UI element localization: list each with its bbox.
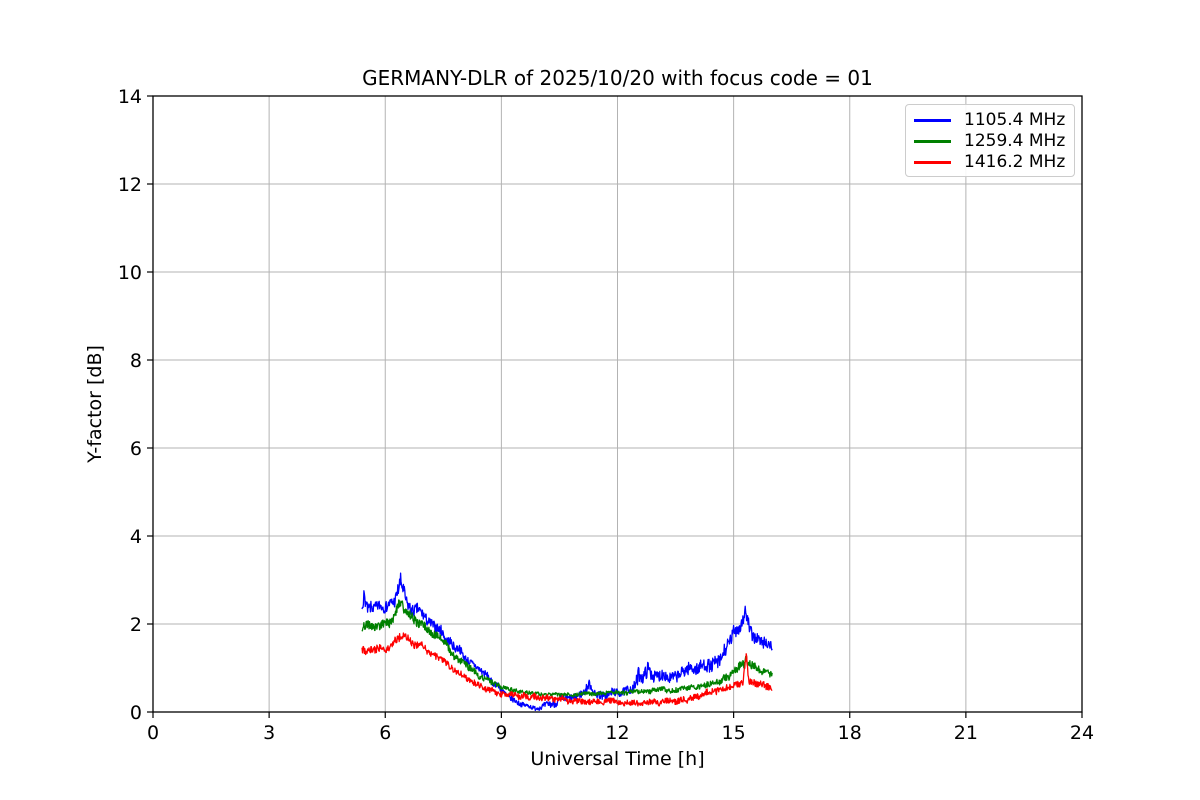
y-tick-label: 4 — [130, 526, 142, 548]
legend-label: 1259.4 MHz — [964, 131, 1066, 151]
series-line-1105-4-mhz — [361, 572, 773, 712]
series-line-1259-4-mhz — [361, 599, 773, 698]
legend-line-sample-icon — [914, 119, 951, 122]
x-tick-label: 24 — [1070, 722, 1094, 744]
legend-item: 1259.4 MHz — [906, 131, 1074, 152]
y-tick-label: 12 — [118, 174, 142, 196]
x-tick-label: 12 — [605, 722, 629, 744]
x-axis-label: Universal Time [h] — [530, 748, 705, 770]
legend-item: 1416.2 MHz — [906, 152, 1074, 173]
series-line-1416-2-mhz — [361, 632, 773, 707]
legend-line-sample-icon — [914, 140, 951, 143]
y-tick-label: 14 — [118, 86, 142, 108]
y-tick-label: 10 — [118, 262, 142, 284]
legend-item: 1105.4 MHz — [906, 110, 1074, 131]
legend-line-sample-icon — [914, 161, 951, 164]
x-tick-label: 15 — [722, 722, 746, 744]
y-tick-label: 8 — [130, 350, 142, 372]
legend-label: 1105.4 MHz — [964, 110, 1066, 130]
chart-title: GERMANY-DLR of 2025/10/20 with focus cod… — [362, 66, 873, 90]
x-tick-label: 6 — [379, 722, 391, 744]
x-tick-label: 21 — [954, 722, 978, 744]
x-tick-label: 9 — [495, 722, 507, 744]
legend-label: 1416.2 MHz — [964, 152, 1066, 172]
x-tick-label: 18 — [838, 722, 862, 744]
y-tick-label: 2 — [130, 614, 142, 636]
y-tick-label: 0 — [130, 702, 142, 724]
y-tick-label: 6 — [130, 438, 142, 460]
legend: 1105.4 MHz 1259.4 MHz 1416.2 MHz — [905, 104, 1075, 177]
x-tick-label: 0 — [147, 722, 159, 744]
x-tick-label: 3 — [263, 722, 275, 744]
